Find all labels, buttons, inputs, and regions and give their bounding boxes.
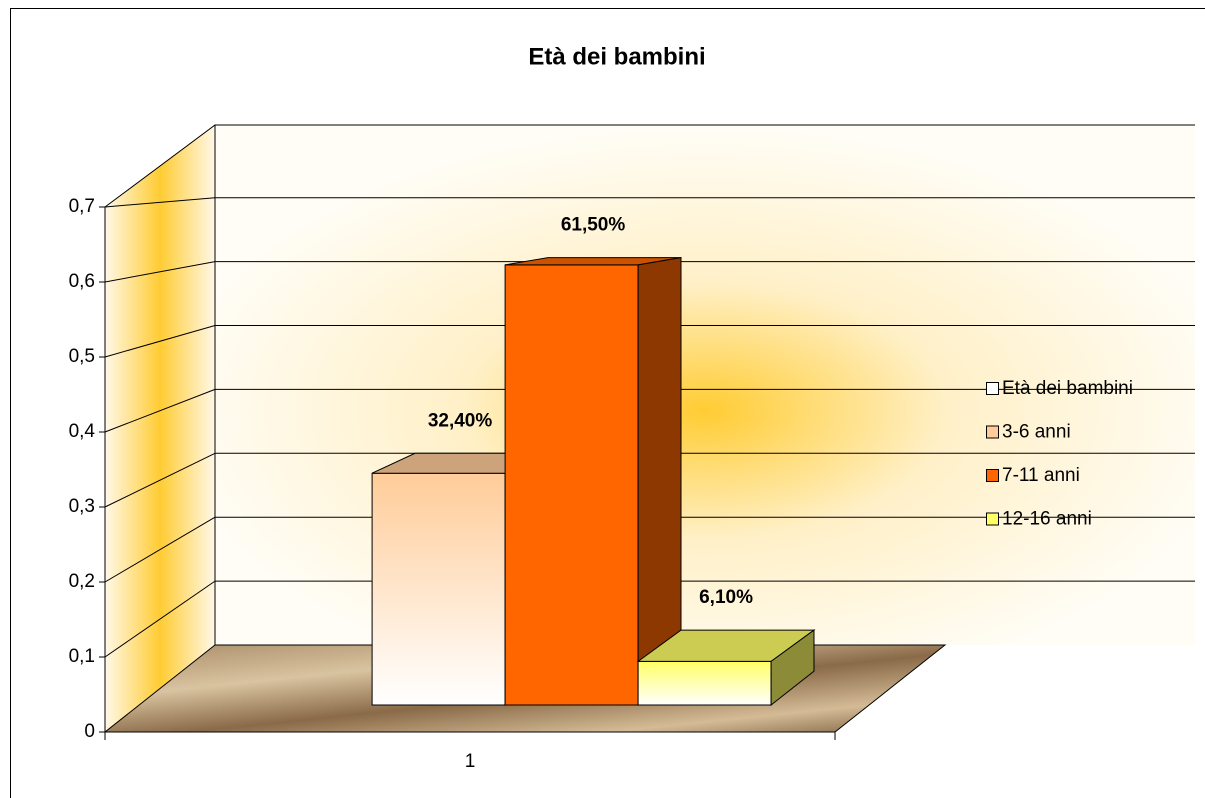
chart-title: Età dei bambini [528,43,705,70]
grid-line [104,261,216,283]
y-tick-label: 0,5 [69,346,95,367]
y-tick-label: 0,3 [69,496,95,517]
grid-line [104,388,216,433]
bar-front [637,660,772,706]
legend-swatch [986,425,999,439]
data-label: 6,10% [699,587,753,608]
y-tick-label: 0,7 [69,196,95,217]
y-tick-label: 0,4 [69,421,96,442]
legend-label: 12-16 anni [1002,509,1092,530]
legend-label: 7-11 anni [1002,465,1080,486]
legend-swatch [986,469,999,482]
grid-line [104,452,216,508]
legend-label: 3-6 anni [1002,422,1071,443]
legend-swatch [986,512,999,526]
grid-line [104,325,216,358]
data-label: 61,50% [561,215,626,236]
data-label: 32,40% [428,410,493,431]
grid-line [104,516,216,583]
grid-line [104,197,216,208]
grid-line [104,580,216,658]
y-tick-label: 0,6 [69,271,95,292]
legend-label: Età dei bambini [1002,378,1133,399]
bar-front [371,472,506,706]
side-wall [105,125,215,732]
y-tick-label: 0,1 [69,646,95,667]
bar-side [770,629,815,707]
x-tick-label: 1 [465,751,476,772]
legend-swatch [986,382,999,395]
bar-front [504,264,639,706]
y-tick-label: 0 [84,721,95,742]
y-tick-label: 0,2 [69,571,95,592]
